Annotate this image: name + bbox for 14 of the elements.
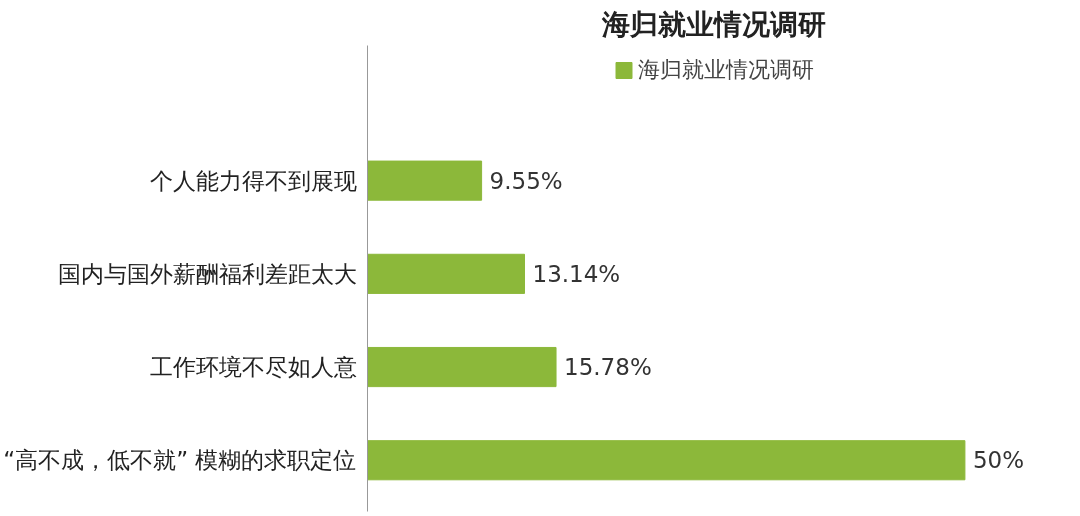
bar [367, 160, 483, 201]
data-label: 50% [972, 447, 1025, 474]
y-tick-label: “高不成，低不就” 模糊的求职定位 [3, 447, 357, 474]
chart-title: 海归就业情况调研 [601, 7, 826, 41]
bar [367, 346, 557, 388]
legend-label: 海归就业情况调研 [638, 56, 814, 84]
data-label: 13.14% [532, 260, 621, 287]
y-tick-label: 工作环境不尽如人意 [149, 354, 357, 381]
data-label: 9.55% [489, 167, 563, 194]
y-tick-label: 国内与国外薪酬福利差距太大 [57, 260, 357, 287]
y-tick-label: 个人能力得不到展现 [149, 167, 357, 194]
bar [367, 253, 525, 294]
data-label: 15.78% [564, 354, 652, 381]
bar [367, 440, 966, 481]
